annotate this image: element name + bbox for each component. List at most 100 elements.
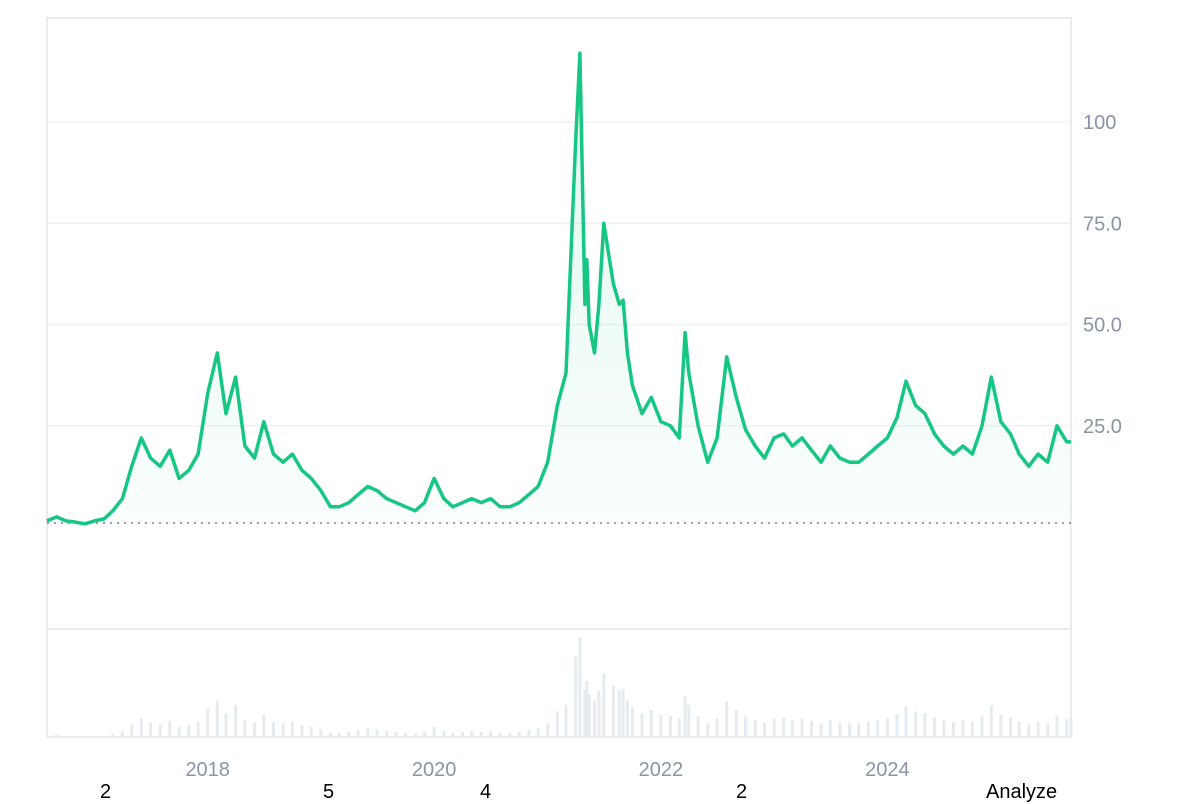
volume-bar [1009, 717, 1012, 738]
volume-bar [625, 700, 629, 737]
volume-bar [585, 680, 589, 737]
y-tick-label: 75.0 [1083, 213, 1122, 235]
volume-bar [158, 724, 162, 738]
footer-label-1: 2 [100, 781, 112, 803]
volume-bar [385, 731, 389, 737]
volume-bar [1069, 719, 1073, 737]
volume-bar [224, 713, 228, 737]
volume-bar [517, 731, 521, 737]
volume-bar [460, 731, 464, 737]
volume-bar [272, 721, 275, 737]
volume-bar [904, 706, 908, 737]
volume-bar [951, 721, 955, 737]
volume-bar [1036, 721, 1040, 737]
volume-bar [857, 723, 861, 737]
volume-bar [583, 690, 587, 738]
volume-bar [243, 720, 247, 737]
volume-bar [300, 725, 304, 737]
volume-bar [999, 714, 1003, 737]
volume-bar [149, 722, 153, 737]
volume-bar [1065, 719, 1069, 737]
volume-bar [262, 714, 266, 737]
volume-bar [337, 732, 341, 738]
volume-bar [432, 726, 436, 737]
volume-bar [715, 718, 719, 737]
volume-bar [578, 637, 582, 737]
volume-bar [744, 716, 748, 737]
footer-label-4: 2 [736, 781, 748, 803]
volume-bar [168, 720, 172, 737]
price-area-fill [47, 53, 1071, 524]
volume-bar [734, 709, 738, 737]
volume-bar [980, 715, 984, 738]
volume-bar [989, 705, 993, 737]
volume-bar [866, 721, 870, 737]
volume-bar [782, 717, 786, 738]
volume-bar [828, 720, 832, 737]
volume-bar [366, 728, 370, 737]
volume-bar [139, 718, 143, 737]
volume-bar [546, 723, 550, 737]
volume-bar [442, 731, 446, 737]
volume-bar [683, 696, 687, 737]
volume-bar [1055, 715, 1059, 738]
volume-bar [196, 721, 200, 737]
volume-bar [253, 722, 256, 737]
footer-label-3: 4 [480, 781, 492, 803]
volume-bar [587, 694, 591, 737]
volume-bar [394, 731, 398, 737]
x-tick-label: 2022 [639, 759, 684, 780]
volume-bar [914, 711, 918, 737]
volume-bar [206, 709, 210, 738]
volume-bar [329, 732, 332, 738]
volume-bar [375, 729, 379, 737]
volume-bar [527, 730, 531, 737]
volume-bar [895, 714, 899, 737]
volume-bar [593, 700, 596, 737]
volume-bar [970, 721, 974, 737]
volume-bar [451, 732, 455, 738]
volume-bar [319, 729, 323, 737]
volume-bar [772, 718, 776, 737]
volume-bar [413, 733, 417, 737]
volume-bar [687, 704, 691, 737]
volume-bar [404, 732, 408, 738]
volume-bar [489, 731, 493, 737]
y-tick-label: 25.0 [1083, 416, 1122, 438]
volume-bar [423, 731, 426, 737]
plot-frame [46, 17, 1072, 738]
volume-bar [498, 732, 502, 738]
volume-bar [1027, 724, 1031, 738]
volume-bar [470, 731, 474, 737]
volume-bar [942, 720, 946, 737]
volume-bar [234, 705, 238, 737]
volume-bar [356, 730, 360, 737]
y-tick-label: 50.0 [1083, 315, 1122, 337]
footer-analyze-button[interactable]: Analyze [986, 781, 1058, 803]
footer-label-2: 5 [323, 781, 335, 803]
volume-bar [187, 725, 191, 737]
volume-bar [800, 718, 804, 737]
volume-bar [309, 726, 313, 737]
volume-bar [1017, 721, 1021, 737]
volume-bar [923, 713, 927, 737]
volume-bar [725, 701, 729, 737]
volume-bar [621, 689, 625, 737]
volume-bar [55, 734, 59, 737]
volume-bar [819, 723, 823, 737]
volume-bar [479, 731, 483, 737]
volume-bar [347, 731, 351, 737]
volume-bar [753, 720, 757, 737]
volume-bar [130, 724, 134, 738]
volume-bar [564, 704, 568, 737]
volume-bar [876, 720, 880, 737]
volume-bar [848, 723, 851, 737]
volume-bar [611, 686, 615, 737]
volume-bar [640, 713, 644, 737]
volume-bar [677, 718, 681, 737]
volume-bar [555, 711, 559, 737]
volume-bar [659, 714, 663, 737]
volume-bar [597, 690, 601, 738]
price-chart: 25.0 50.0 75.0 100 2018 2020 2022 2024 [46, 17, 1122, 780]
volume-bar [111, 733, 115, 737]
